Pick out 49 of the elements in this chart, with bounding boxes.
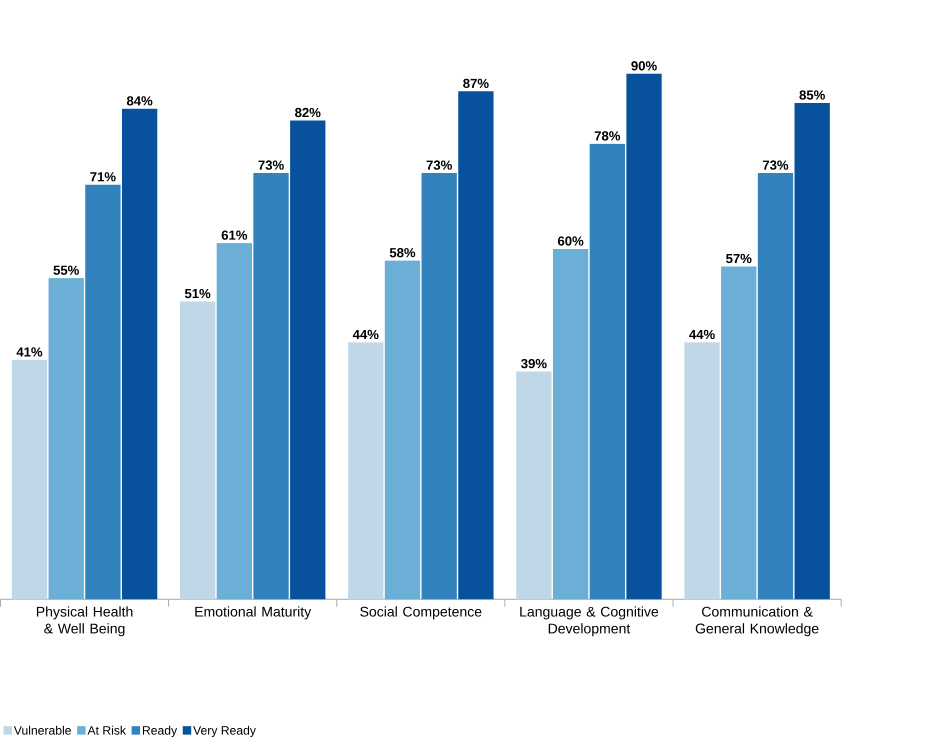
bar — [590, 144, 625, 600]
data-label: 71% — [90, 172, 116, 182]
data-label: 84% — [126, 96, 152, 106]
x-tick-label: Physical Health & Well Being — [36, 606, 132, 636]
bar — [290, 120, 326, 600]
data-label: 87% — [463, 78, 489, 88]
legend-label: At Risk — [87, 726, 126, 735]
x-tick-label: Emotional Maturity — [195, 606, 312, 620]
bar — [684, 342, 720, 600]
bar — [626, 74, 662, 600]
bar — [721, 266, 756, 600]
bar — [180, 302, 216, 600]
bar — [794, 103, 830, 600]
legend-label: Ready — [142, 726, 178, 738]
data-label: 73% — [258, 160, 284, 170]
data-label: 57% — [726, 254, 752, 264]
bar — [422, 173, 457, 600]
data-label: 41% — [16, 348, 42, 357]
data-label: 61% — [222, 230, 248, 240]
bar — [253, 173, 289, 600]
data-label: 90% — [631, 61, 657, 71]
data-label: 44% — [689, 330, 715, 340]
data-label: 44% — [352, 330, 379, 340]
bar — [85, 184, 121, 600]
data-label: 85% — [799, 90, 825, 100]
data-label: 58% — [390, 248, 416, 258]
data-label: 55% — [53, 266, 79, 275]
data-label: 39% — [521, 359, 547, 368]
bar — [216, 243, 252, 600]
legend-label: Very Ready — [193, 726, 256, 738]
x-tick-label: Language & Cognitive Development — [520, 606, 658, 636]
x-tick-label: Social Competence — [360, 606, 482, 620]
data-label: 78% — [594, 131, 620, 141]
bar — [458, 91, 494, 600]
data-label: 73% — [426, 160, 452, 170]
x-tick-label: Communication & General Knowledge — [696, 606, 818, 636]
bar — [758, 173, 794, 600]
data-label: 82% — [295, 108, 321, 118]
legend-label: Vulnerable — [14, 726, 71, 735]
bar — [516, 372, 552, 600]
bar — [384, 260, 420, 600]
data-label: 60% — [558, 236, 584, 246]
bar — [12, 360, 48, 600]
bar — [348, 342, 384, 600]
data-label: 51% — [184, 289, 210, 298]
data-label: 73% — [762, 160, 788, 170]
bar — [552, 249, 588, 600]
bar — [48, 278, 84, 600]
bar — [122, 108, 158, 600]
